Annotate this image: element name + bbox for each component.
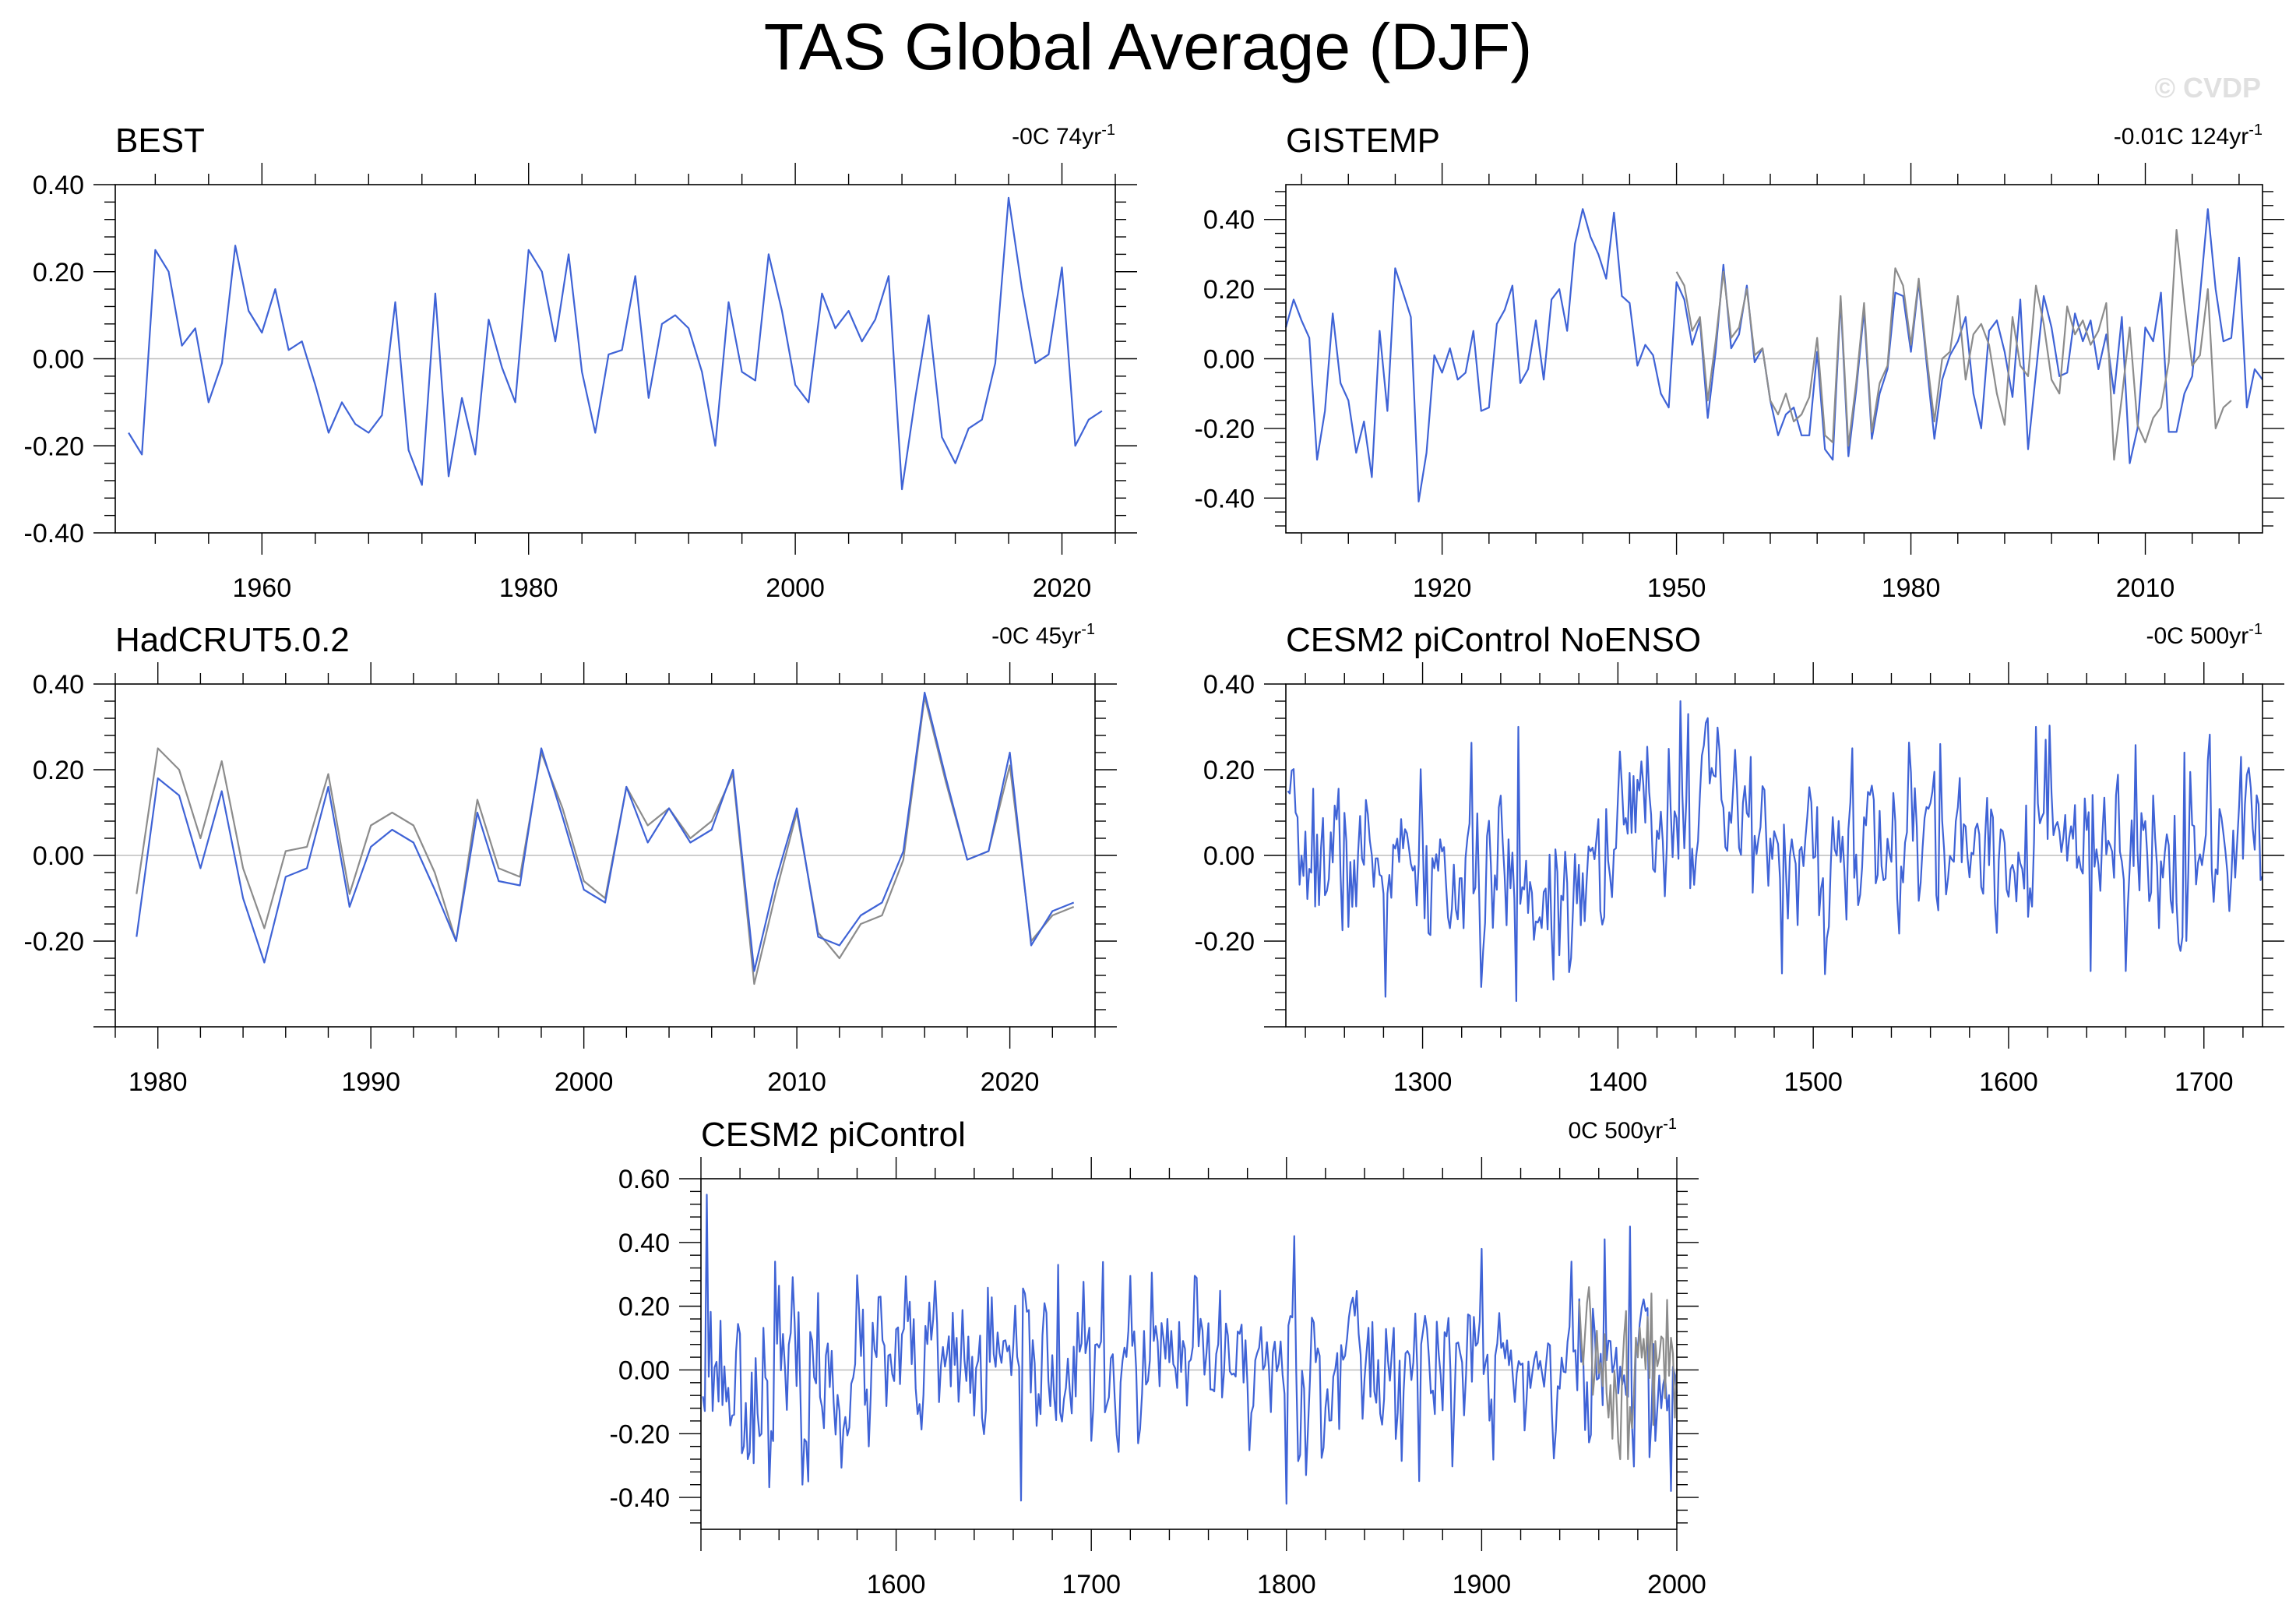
panel-title: BEST (115, 122, 205, 160)
chart-panel-2: -0.20 0.00 0.20 0.40 1980 1990 2000 2010 2020 Had… (24, 621, 1117, 1097)
series-line-hadcrut5-0-2 (136, 691, 1075, 972)
x-tick-label: 2000 (555, 1067, 614, 1097)
y-tick-label: 0.00 (1203, 841, 1255, 871)
trend-label: -0C 74yr-1 (1012, 122, 1115, 150)
series-line-reference (136, 696, 1075, 986)
x-tick-label: 2020 (1033, 573, 1092, 603)
page-title: TAS Global Average (DJF) (763, 10, 1533, 83)
y-tick-label: -0.40 (24, 519, 85, 548)
y-tick-label: -0.40 (1195, 484, 1255, 513)
trend-value: -0C 45yr (991, 623, 1081, 649)
x-tick-label: 2010 (2116, 573, 2175, 603)
trend-exponent: -1 (1663, 1116, 1677, 1133)
y-tick-label: 0.00 (33, 345, 84, 375)
trend-value: -0C 500yr (2146, 623, 2248, 649)
y-tick-label: 0.20 (618, 1292, 670, 1322)
panel-title: HadCRUT5.0.2 (115, 621, 350, 659)
trend-exponent: -1 (1081, 621, 1095, 638)
y-tick-label: 0.20 (1203, 275, 1255, 305)
x-tick-label: 1900 (1453, 1570, 1512, 1599)
y-tick-label: -0.20 (1195, 414, 1255, 444)
x-tick-label: 1700 (1062, 1570, 1121, 1599)
trend-value: 0C 500yr (1568, 1118, 1663, 1144)
trend-label: -0.01C 124yr-1 (2114, 122, 2263, 150)
y-tick-label: 0.40 (33, 670, 84, 700)
y-tick-label: 0.40 (618, 1229, 670, 1258)
y-tick-label: 0.00 (33, 841, 84, 871)
trend-exponent: -1 (2248, 122, 2263, 139)
y-tick-label: -0.20 (24, 432, 85, 461)
x-tick-label: 1950 (1647, 573, 1706, 603)
chart-panel-1: -0.40 -0.20 0.00 0.20 0.40 1920 1950 1980 2010 GI… (1195, 122, 2284, 603)
trend-label: 0C 500yr-1 (1568, 1116, 1677, 1144)
plot-frame (700, 1178, 1678, 1530)
chart-panel-3: -0.20 0.00 0.20 0.40 1300 1400 1500 1600 1700 CES… (1195, 621, 2284, 1097)
y-tick-label: 0.40 (1203, 206, 1255, 235)
x-tick-label: 1300 (1393, 1067, 1453, 1097)
x-tick-label: 1980 (129, 1067, 188, 1097)
series-line-cesm2-picontrol-noenso (1287, 700, 2263, 1003)
x-tick-label: 1800 (1257, 1570, 1316, 1599)
chart-panel-0: -0.40 -0.20 0.00 0.20 0.40 1960 1980 2000 2020 BE… (24, 122, 1137, 603)
y-tick-label: 0.20 (33, 258, 84, 287)
x-tick-label: 1990 (341, 1067, 400, 1097)
y-tick-label: 0.20 (33, 756, 84, 785)
x-tick-label: 1600 (867, 1570, 926, 1599)
trend-value: -0.01C 124yr (2114, 124, 2248, 150)
x-tick-label: 1920 (1413, 573, 1472, 603)
copyright-watermark: © CVDP (2154, 72, 2261, 104)
series-line-gistemp (1284, 208, 2263, 502)
trend-label: -0C 500yr-1 (2146, 621, 2263, 649)
x-tick-label: 1400 (1589, 1067, 1648, 1097)
x-tick-label: 1960 (232, 573, 291, 603)
x-tick-label: 1980 (1882, 573, 1941, 603)
y-tick-label: 0.60 (618, 1165, 670, 1194)
trend-label: -0C 45yr-1 (991, 621, 1095, 649)
series-line-reference (1578, 1286, 1678, 1461)
y-tick-label: -0.40 (610, 1483, 671, 1513)
x-tick-label: 2010 (767, 1067, 826, 1097)
panel-title: CESM2 piControl (701, 1116, 966, 1154)
x-tick-label: 1500 (1784, 1067, 1843, 1097)
series-line-best (128, 196, 1103, 491)
chart-panel-4: -0.40 -0.20 0.00 0.20 0.40 0.60 1600 1700 1800 19… (610, 1116, 1706, 1599)
x-tick-label: 1700 (2175, 1067, 2234, 1097)
y-tick-label: 0.00 (618, 1356, 670, 1385)
y-tick-label: -0.20 (1195, 927, 1255, 957)
panel-title: GISTEMP (1286, 122, 1440, 160)
x-tick-label: 2000 (1647, 1570, 1706, 1599)
series-line-reference (1675, 229, 2232, 461)
trend-exponent: -1 (2248, 621, 2263, 638)
y-tick-label: -0.20 (610, 1419, 671, 1449)
y-tick-label: -0.20 (24, 927, 85, 957)
trend-exponent: -1 (1101, 122, 1115, 139)
y-tick-label: 0.40 (1203, 670, 1255, 700)
series-line-cesm2-picontrol (702, 1194, 1678, 1505)
y-tick-label: 0.00 (1203, 345, 1255, 375)
x-tick-label: 1600 (1979, 1067, 2038, 1097)
panel-title: CESM2 piControl NoENSO (1286, 621, 1701, 659)
y-tick-label: 0.20 (1203, 756, 1255, 785)
y-tick-label: 0.40 (33, 171, 84, 200)
x-tick-label: 2000 (766, 573, 825, 603)
trend-value: -0C 74yr (1012, 124, 1101, 150)
x-tick-label: 1980 (499, 573, 558, 603)
x-tick-label: 2020 (981, 1067, 1040, 1097)
